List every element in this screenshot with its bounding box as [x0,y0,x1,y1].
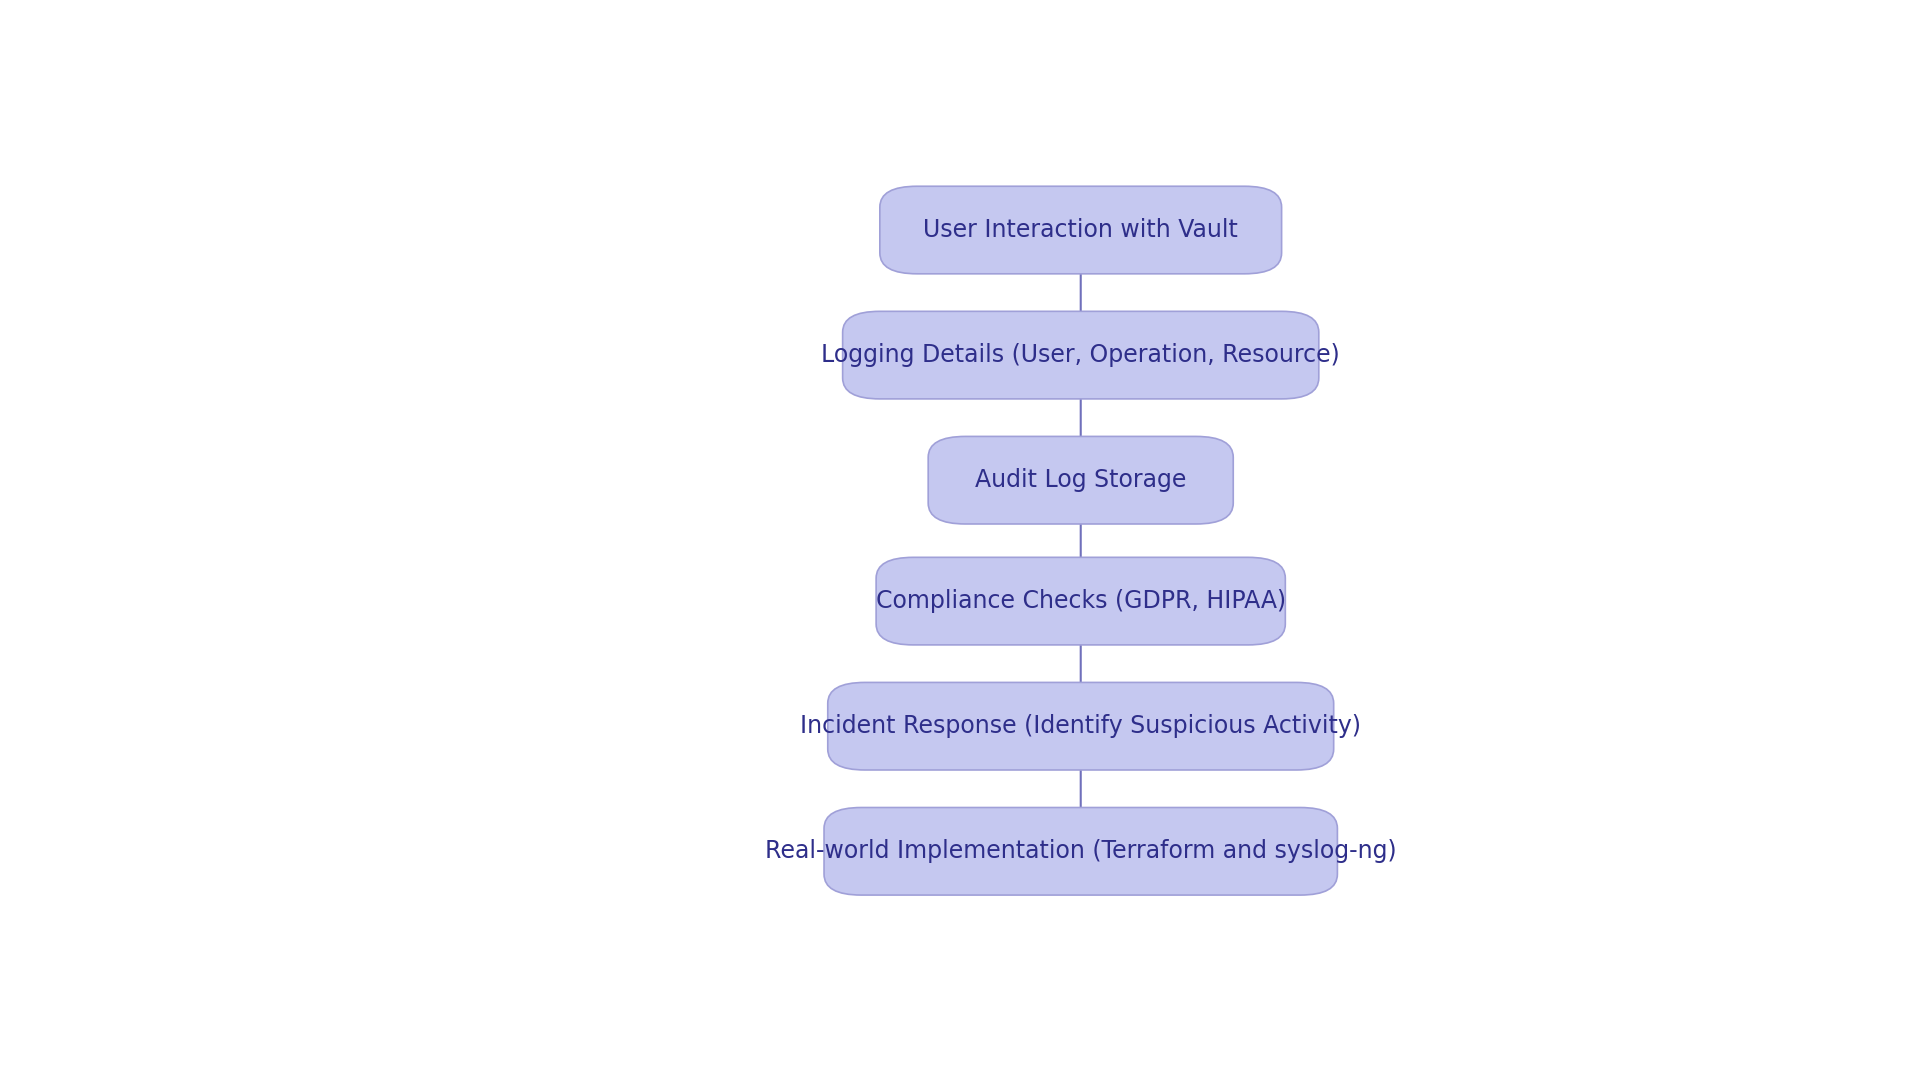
Text: Incident Response (Identify Suspicious Activity): Incident Response (Identify Suspicious A… [801,714,1361,739]
FancyBboxPatch shape [876,558,1284,644]
FancyBboxPatch shape [927,436,1233,524]
Text: User Interaction with Vault: User Interaction with Vault [924,218,1238,242]
FancyBboxPatch shape [828,682,1334,770]
Text: Audit Log Storage: Audit Log Storage [975,468,1187,492]
Text: Real-world Implementation (Terraform and syslog-ng): Real-world Implementation (Terraform and… [764,839,1396,863]
FancyBboxPatch shape [843,311,1319,399]
FancyBboxPatch shape [824,808,1338,895]
Text: Compliance Checks (GDPR, HIPAA): Compliance Checks (GDPR, HIPAA) [876,589,1286,613]
FancyBboxPatch shape [879,186,1283,274]
Text: Logging Details (User, Operation, Resource): Logging Details (User, Operation, Resour… [822,343,1340,367]
